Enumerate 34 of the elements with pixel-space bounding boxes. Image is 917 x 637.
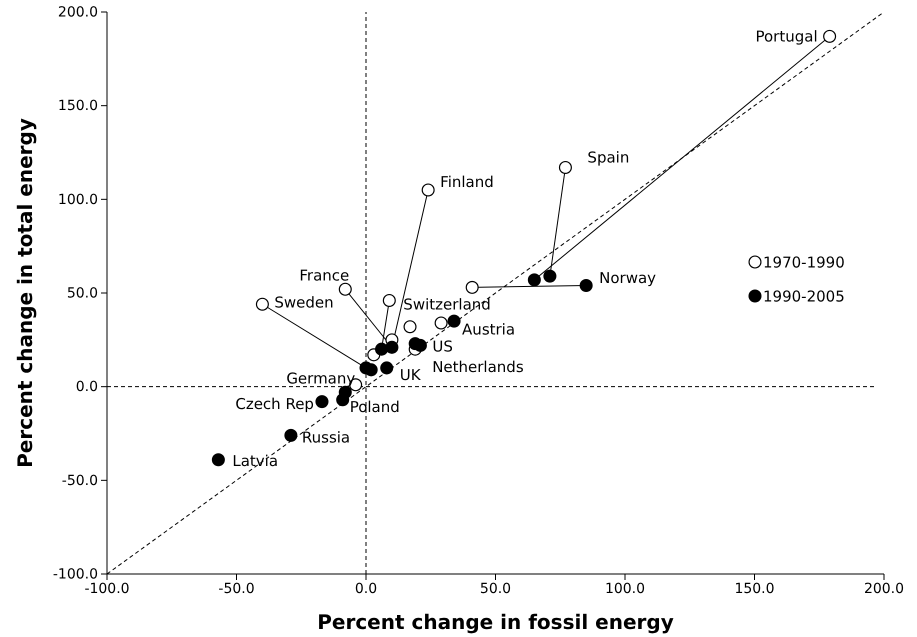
x-tick-label: -50.0	[218, 580, 255, 597]
annotation: Netherlands	[432, 358, 524, 376]
annotation: UK	[400, 366, 422, 384]
annotation: Finland	[440, 173, 494, 192]
annotation: Poland	[350, 398, 400, 416]
annotation: Switzerland	[403, 296, 491, 314]
annotation: US	[432, 338, 453, 356]
annotation: Austria	[462, 320, 516, 338]
annotation: Norway	[599, 268, 656, 287]
y-tick-label: 50.0	[66, 285, 98, 302]
x-tick-label: 50.0	[480, 580, 512, 597]
y-tick-label: -50.0	[62, 472, 98, 489]
annotation: Spain	[587, 148, 630, 167]
annotation: Germany	[286, 370, 356, 388]
y-tick-label: 100.0	[58, 192, 98, 208]
annotation: France	[299, 266, 350, 285]
annotation: Sweden	[274, 293, 334, 312]
x-axis-title: Percent change in fossil energy	[317, 610, 674, 634]
y-tick-label: 200.0	[58, 4, 98, 20]
annotation: Latvia	[232, 452, 278, 470]
x-tick-label: 150.0	[734, 580, 775, 597]
annotation: Czech Rep	[235, 394, 314, 413]
annotation: Portugal	[755, 28, 818, 46]
legend-label: 1970-1990	[763, 253, 845, 272]
y-tick-label: 150.0	[58, 98, 98, 114]
y-tick-label: -100.0	[52, 566, 98, 582]
annotation: Russia	[302, 428, 350, 447]
x-tick-label: 0.0	[354, 580, 378, 597]
y-tick-label: 0.0	[76, 379, 98, 396]
x-tick-label: 100.0	[604, 580, 646, 597]
x-tick-label: -100.0	[84, 580, 130, 597]
legend-label: 1990-2005	[763, 287, 845, 306]
y-axis-title: Percent change in total energy	[13, 118, 37, 468]
x-tick-label: 200.0	[864, 580, 904, 597]
